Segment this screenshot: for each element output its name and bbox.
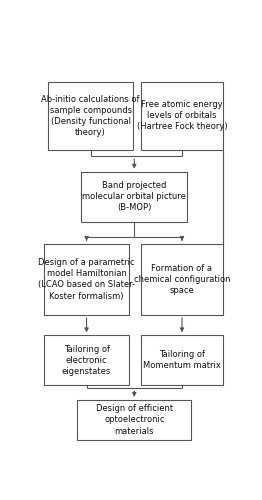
FancyBboxPatch shape <box>44 336 129 386</box>
Text: Ab-initio calculations of
sample compounds
(Density functional
theory): Ab-initio calculations of sample compoun… <box>41 94 140 137</box>
FancyBboxPatch shape <box>141 82 223 150</box>
Text: Band projected
molecular orbital picture
(B-MOP): Band projected molecular orbital picture… <box>82 181 186 212</box>
FancyBboxPatch shape <box>141 336 223 386</box>
FancyBboxPatch shape <box>78 400 191 440</box>
Text: Tailoring of
electronic
eigenstates: Tailoring of electronic eigenstates <box>62 344 111 376</box>
Text: Design of efficient
optoelectronic
materials: Design of efficient optoelectronic mater… <box>96 404 173 436</box>
FancyBboxPatch shape <box>81 172 187 222</box>
Text: Free atomic energy
levels of orbitals
(Hartree Fock theory): Free atomic energy levels of orbitals (H… <box>137 100 227 132</box>
FancyBboxPatch shape <box>48 82 133 150</box>
Text: Tailoring of
Momentum matrix: Tailoring of Momentum matrix <box>143 350 221 370</box>
FancyBboxPatch shape <box>141 244 223 315</box>
Text: Design of a parametric
model Hamiltonian
(LCAO based on Slater-
Koster formalism: Design of a parametric model Hamiltonian… <box>38 258 135 300</box>
FancyBboxPatch shape <box>44 244 129 315</box>
Text: Formation of a
chemical configuration
space: Formation of a chemical configuration sp… <box>134 264 230 295</box>
